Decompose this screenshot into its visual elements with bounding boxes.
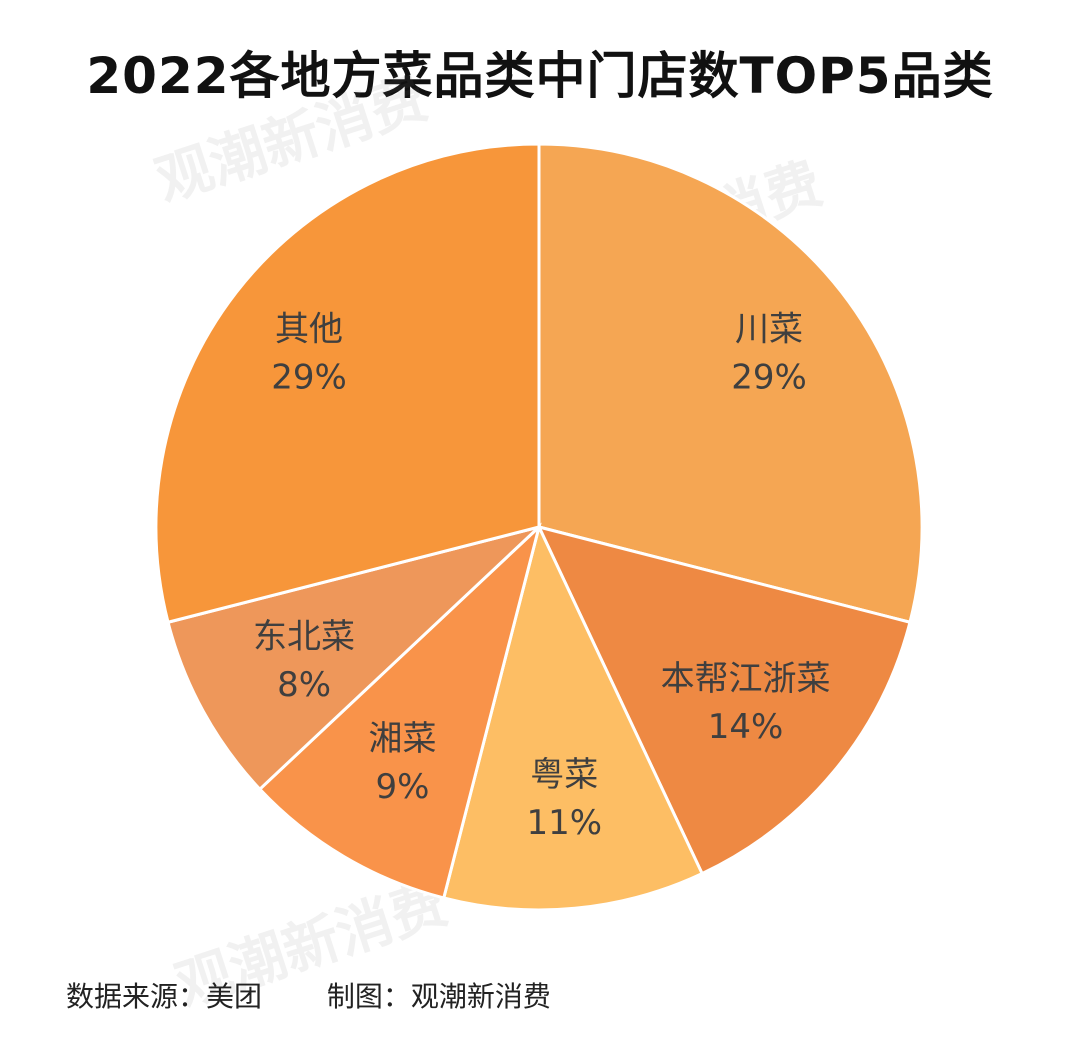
pie-slice — [154, 142, 541, 625]
slice-value-label: 29% — [731, 358, 807, 398]
pie-slice — [166, 525, 541, 792]
credit-note: 制图：观潮新消费 — [326, 980, 551, 1013]
slice-label: 东北菜 — [253, 617, 355, 657]
chart-title: 2022各地方菜品类中门店数TOP5品类 — [86, 47, 994, 105]
slice-value-label: 8% — [277, 665, 331, 705]
pie-slice — [537, 142, 924, 625]
slice-label: 川菜 — [735, 310, 803, 350]
slice-value-label: 11% — [526, 803, 602, 843]
slice-label: 本帮江浙菜 — [661, 659, 831, 699]
pie-slice — [441, 522, 705, 912]
pie-slice — [536, 524, 912, 876]
pie-slice — [257, 522, 542, 900]
source-note: 数据来源：美团 — [66, 980, 263, 1013]
slice-value-label: 29% — [271, 358, 347, 398]
slice-value-label: 14% — [708, 707, 784, 747]
slice-label: 湘菜 — [369, 719, 437, 759]
slice-label: 粤菜 — [530, 755, 598, 795]
footer: 数据来源：美团 制图：观潮新消费 — [66, 975, 607, 1015]
slice-value-label: 9% — [376, 767, 430, 807]
slice-label: 其他 — [275, 310, 343, 350]
